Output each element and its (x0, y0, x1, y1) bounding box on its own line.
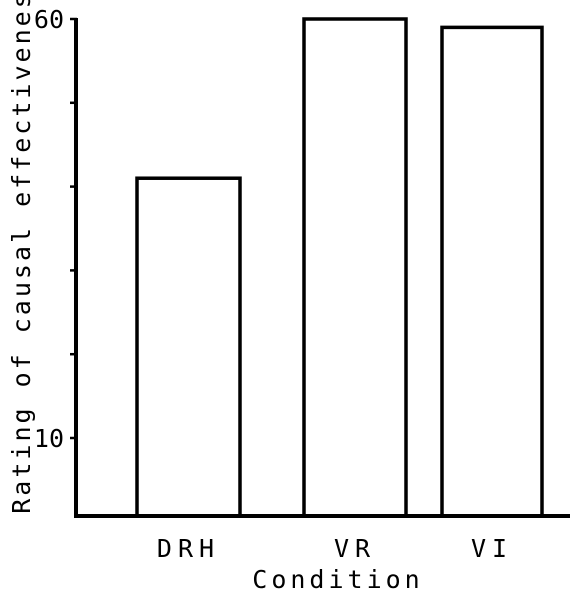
y-axis-label: Rating of causal effectiveness (7, 0, 36, 514)
bar-vi (440, 25, 544, 518)
bars-layer (135, 17, 544, 518)
x-tick-label-drh: DRH (157, 534, 220, 563)
x-tick-label-vi: VI (471, 534, 513, 563)
y-tick-label: 10 (34, 424, 64, 453)
y-tick-label: 60 (34, 5, 64, 34)
ticks-layer: 10 60 (34, 5, 77, 453)
x-axis-label: Condition (252, 565, 423, 594)
bar-drh (135, 176, 242, 518)
x-tick-labels: DRH VR VI (157, 534, 513, 563)
bar-vr (302, 17, 408, 518)
x-tick-label-vr: VR (334, 534, 376, 563)
